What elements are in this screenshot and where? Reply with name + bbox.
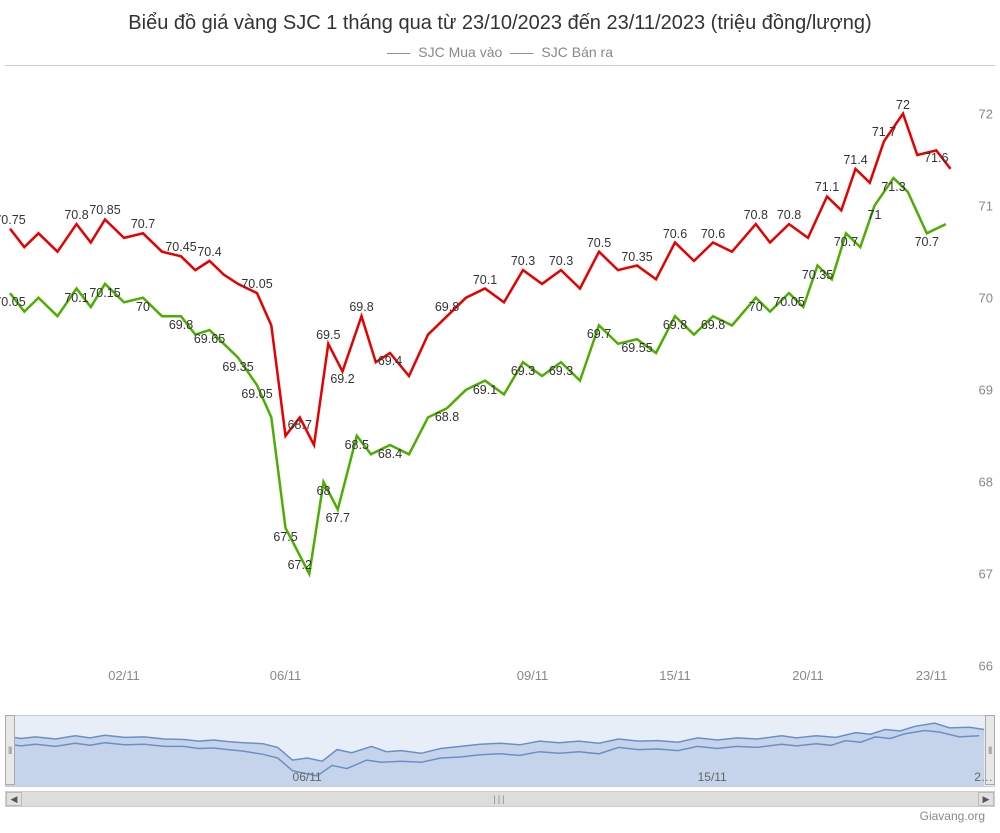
data-label: 70.05 — [773, 295, 804, 309]
chart-legend: ––– SJC Mua vào ––– SJC Bán ra — [5, 44, 995, 60]
y-axis-tick: 68 — [979, 474, 993, 489]
data-label: 68.7 — [288, 418, 312, 432]
data-label: 68.8 — [435, 410, 459, 424]
scrollbar[interactable]: ◀ ||| ▶ — [5, 791, 995, 807]
data-label: 69.35 — [222, 360, 253, 374]
y-axis-tick: 69 — [979, 382, 993, 397]
data-label: 71.7 — [872, 125, 896, 139]
data-label: 69.2 — [330, 372, 354, 386]
data-label: 70 — [749, 300, 763, 314]
data-label: 70.3 — [511, 254, 535, 268]
data-label: 70.8 — [64, 208, 88, 222]
data-label: 69.3 — [549, 364, 573, 378]
data-label: 69.5 — [316, 328, 340, 342]
data-label: 70.6 — [701, 227, 725, 241]
scroll-left-button[interactable]: ◀ — [6, 792, 22, 806]
data-label: 70.7 — [131, 217, 155, 231]
data-label: 70.1 — [64, 291, 88, 305]
data-label: 70.6 — [663, 227, 687, 241]
navigator-label: 15/11 — [698, 770, 727, 784]
data-label: 71 — [868, 208, 882, 222]
data-label: 69.05 — [241, 387, 272, 401]
legend-series-2[interactable]: SJC Bán ra — [541, 44, 613, 60]
data-label: 69.8 — [701, 318, 725, 332]
data-label: 68.4 — [378, 447, 402, 461]
x-axis-tick: 09/11 — [517, 668, 549, 683]
legend-dash-2: ––– — [510, 44, 533, 60]
data-label: 70 — [136, 300, 150, 314]
navigator-label: 06/11 — [293, 770, 322, 784]
data-label: 70.15 — [89, 286, 120, 300]
data-label: 71.6 — [924, 151, 948, 165]
data-label: 70.35 — [621, 250, 652, 264]
plot-area[interactable]: 66 67 68 69 70 71 72 02/11 06/11 09/11 15/11 20/11 2… — [5, 65, 995, 685]
data-label: 69.8 — [663, 318, 687, 332]
data-label: 71.4 — [843, 153, 867, 167]
navigator[interactable]: ||| ||| 06/1115/112… — [5, 715, 995, 787]
data-label: 70.8 — [777, 208, 801, 222]
data-label: 71.3 — [881, 180, 905, 194]
data-label: 69.8 — [349, 300, 373, 314]
data-label: 70.1 — [473, 273, 497, 287]
data-label: 70.7 — [915, 235, 939, 249]
data-label: 68.5 — [345, 438, 369, 452]
data-label: 70.5 — [587, 236, 611, 250]
data-label: 70.75 — [0, 213, 26, 227]
data-label: 70.8 — [744, 208, 768, 222]
y-axis-tick: 70 — [979, 290, 993, 305]
data-label: 69.55 — [621, 341, 652, 355]
data-label: 70.3 — [549, 254, 573, 268]
y-axis-tick: 71 — [979, 198, 993, 213]
data-label: 68 — [317, 484, 331, 498]
data-label: 70.4 — [197, 245, 221, 259]
x-axis-tick: 23/11 — [916, 668, 948, 683]
y-axis-tick: 67 — [979, 566, 993, 581]
data-label: 70.7 — [834, 235, 858, 249]
data-label: 70.05 — [0, 295, 26, 309]
x-axis-tick: 02/11 — [108, 668, 140, 683]
data-label: 70.85 — [89, 203, 120, 217]
data-label: 71.1 — [815, 180, 839, 194]
scroll-right-button[interactable]: ▶ — [978, 792, 994, 806]
chart-title: Biểu đồ giá vàng SJC 1 tháng qua từ 23/1… — [5, 10, 995, 36]
data-label: 67.7 — [326, 511, 350, 525]
data-label: 69.8 — [169, 318, 193, 332]
data-label: 69.4 — [378, 354, 402, 368]
data-label: 69.1 — [473, 383, 497, 397]
y-axis-tick: 66 — [979, 659, 993, 674]
chart-container: Biểu đồ giá vàng SJC 1 tháng qua từ 23/1… — [0, 0, 1000, 833]
x-axis-tick: 15/11 — [659, 668, 691, 683]
navigator-svg — [6, 716, 994, 786]
data-label: 69.65 — [194, 332, 225, 346]
data-label: 69.7 — [587, 327, 611, 341]
x-axis-tick: 06/11 — [270, 668, 302, 683]
data-label: 70.45 — [165, 240, 196, 254]
data-label: 70.35 — [802, 268, 833, 282]
data-label: 67.5 — [273, 530, 297, 544]
data-label: 67.2 — [288, 558, 312, 572]
attribution: Giavang.org — [5, 809, 995, 823]
legend-dash-1: ––– — [387, 44, 410, 60]
data-label: 69.8 — [435, 300, 459, 314]
x-axis-tick: 20/11 — [792, 668, 824, 683]
legend-series-1[interactable]: SJC Mua vào — [418, 44, 502, 60]
navigator-label: 2… — [974, 770, 993, 784]
data-label: 70.05 — [241, 277, 272, 291]
data-label: 69.3 — [511, 364, 535, 378]
navigator-handle-left[interactable]: ||| — [5, 715, 15, 785]
scroll-track[interactable]: ||| — [22, 792, 978, 806]
y-axis-tick: 72 — [979, 106, 993, 121]
data-label: 72 — [896, 98, 910, 112]
